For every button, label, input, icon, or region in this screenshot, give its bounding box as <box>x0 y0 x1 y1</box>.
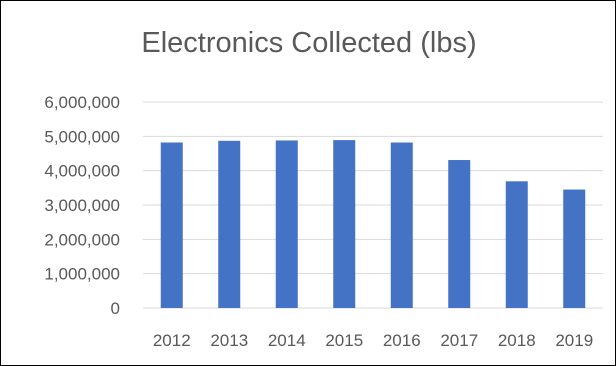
bar-2013 <box>218 140 241 308</box>
bar-2017 <box>448 160 471 308</box>
bar-2019 <box>563 189 586 308</box>
y-tick-label: 5,000,000 <box>44 127 120 146</box>
y-tick-label: 4,000,000 <box>44 162 120 181</box>
y-tick-label: 6,000,000 <box>44 93 120 112</box>
chart-title: Electronics Collected (lbs) <box>141 27 477 59</box>
x-axis-ticks: 2012 2013 2014 2015 2016 2017 2018 2019 <box>153 331 593 350</box>
x-tick-label: 2014 <box>268 331 306 350</box>
y-tick-label: 2,000,000 <box>44 230 120 249</box>
x-tick-label: 2012 <box>153 331 191 350</box>
y-tick-label: 1,000,000 <box>44 265 120 284</box>
y-tick-label: 0 <box>111 299 120 318</box>
bar-2018 <box>505 181 528 308</box>
bar-2015 <box>333 140 356 308</box>
gridlines <box>143 101 603 309</box>
y-tick-label: 3,000,000 <box>44 196 120 215</box>
bar-2014 <box>275 140 298 308</box>
bar-2016 <box>390 142 413 308</box>
x-tick-label: 2019 <box>555 331 593 350</box>
bar-2012 <box>160 142 183 308</box>
bars <box>160 140 586 308</box>
x-tick-label: 2017 <box>440 331 478 350</box>
x-tick-label: 2015 <box>325 331 363 350</box>
y-axis-ticks: 0 1,000,000 2,000,000 3,000,000 4,000,000 5,0… <box>44 93 120 318</box>
x-tick-label: 2018 <box>498 331 536 350</box>
x-tick-label: 2013 <box>210 331 248 350</box>
x-tick-label: 2016 <box>383 331 421 350</box>
